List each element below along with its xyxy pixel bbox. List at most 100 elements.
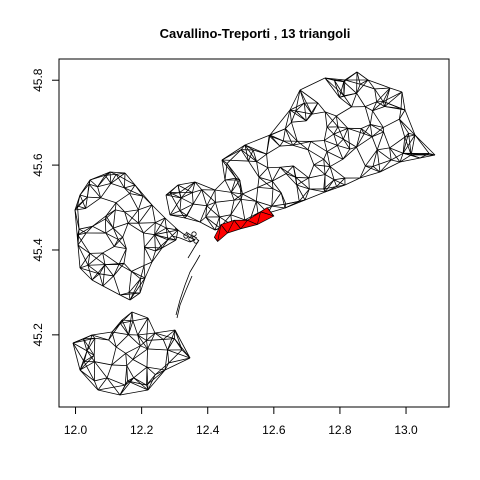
mesh-edge — [295, 110, 307, 122]
mesh-edge — [164, 362, 170, 371]
mesh-edge — [414, 134, 436, 156]
mesh-edge — [310, 141, 328, 152]
mesh-edge — [167, 338, 175, 351]
mesh-edge — [324, 179, 335, 193]
mesh-edge — [295, 177, 298, 186]
mesh-edge — [369, 110, 373, 125]
mesh-edge — [132, 320, 139, 336]
mesh-edge — [382, 101, 386, 107]
mesh-edge — [137, 196, 144, 210]
mesh-edge — [110, 174, 117, 184]
mesh-edge — [257, 186, 273, 190]
mesh-edge — [139, 277, 146, 294]
mesh-edge — [94, 377, 108, 382]
mesh-edge — [419, 154, 436, 159]
mesh-edge — [154, 332, 164, 340]
mesh-edge — [109, 171, 126, 174]
mesh-edge — [326, 151, 331, 167]
mesh-edge — [333, 126, 339, 135]
mesh-edge — [372, 149, 378, 167]
mesh-edge — [343, 92, 357, 97]
mesh-edge — [226, 149, 242, 164]
mesh-edge — [174, 329, 176, 339]
mesh-edge — [125, 345, 141, 354]
mesh-edge — [124, 187, 144, 197]
mesh-edge — [284, 109, 291, 129]
mesh-edge — [179, 181, 196, 193]
mesh-edge — [86, 350, 95, 356]
mesh-edge — [164, 357, 191, 371]
mesh-edge — [297, 140, 309, 151]
mesh-edge — [279, 144, 293, 147]
mesh-edge — [383, 91, 403, 102]
mesh-edge — [235, 177, 243, 195]
mesh-edge — [155, 369, 166, 375]
mesh-edge — [230, 199, 242, 216]
mesh-edge — [376, 149, 381, 173]
mesh-edge — [169, 214, 188, 216]
mesh-edge — [303, 103, 307, 121]
mesh-edge — [108, 323, 121, 341]
mesh-edge — [106, 377, 126, 386]
mesh-edge — [146, 366, 156, 375]
mesh-edge — [179, 210, 186, 219]
mesh-edge — [92, 215, 107, 227]
mesh-edge — [285, 165, 294, 174]
mesh-edge — [399, 153, 404, 163]
mesh-edge — [324, 186, 337, 193]
mesh-edge — [169, 197, 182, 216]
mesh-edge — [132, 359, 148, 368]
mesh-edge — [271, 167, 281, 182]
mesh-edge — [289, 109, 292, 123]
mesh-edge — [230, 214, 245, 221]
mesh-edge — [143, 222, 156, 234]
mesh-edge — [77, 229, 80, 235]
mesh-edge — [268, 135, 281, 147]
mesh-edge — [94, 361, 108, 379]
mesh-edge — [224, 179, 232, 193]
mesh-edge — [323, 186, 337, 190]
mesh-edge — [124, 187, 130, 194]
mesh-edge — [269, 109, 291, 136]
mesh-edge — [146, 339, 164, 341]
mesh-edge — [240, 144, 246, 150]
mesh-edge — [143, 232, 155, 236]
mesh-edge — [91, 264, 106, 281]
mesh-edge — [336, 115, 349, 129]
mesh-edge — [127, 380, 147, 386]
mesh-edge — [258, 176, 273, 182]
mesh-edge — [324, 166, 331, 175]
mesh-edge — [146, 366, 166, 371]
mesh-edge — [267, 167, 273, 182]
mesh-edge — [221, 149, 242, 161]
mesh-edge — [329, 166, 346, 179]
mesh-edge — [283, 140, 293, 146]
mesh-edge — [289, 89, 301, 111]
mesh-edge — [193, 203, 207, 207]
mesh-edge — [323, 179, 335, 190]
mesh-edge — [199, 216, 207, 223]
mesh-edge — [124, 172, 126, 188]
mesh-edge — [343, 138, 357, 148]
mesh-edge — [334, 80, 345, 96]
mesh-edge — [199, 221, 216, 231]
mesh-edge — [230, 177, 237, 193]
mesh-edge — [89, 253, 106, 265]
mesh-edge — [282, 128, 286, 142]
mesh-edge — [241, 198, 257, 202]
mesh-edge — [336, 177, 346, 187]
mesh-edge — [77, 194, 81, 207]
mesh-edge — [89, 179, 98, 188]
mesh-edge — [113, 222, 129, 229]
mesh-edge — [289, 109, 296, 112]
mesh-edge — [374, 88, 378, 102]
mesh-edge — [240, 149, 249, 162]
mesh-edge — [137, 317, 149, 336]
mesh-edge — [199, 205, 208, 223]
mesh-edge — [351, 93, 357, 108]
mesh-edge — [244, 212, 259, 221]
mesh-edge — [383, 118, 400, 128]
mesh-edge — [85, 197, 101, 209]
mesh-edge — [256, 161, 260, 178]
mesh-edge — [369, 124, 373, 137]
